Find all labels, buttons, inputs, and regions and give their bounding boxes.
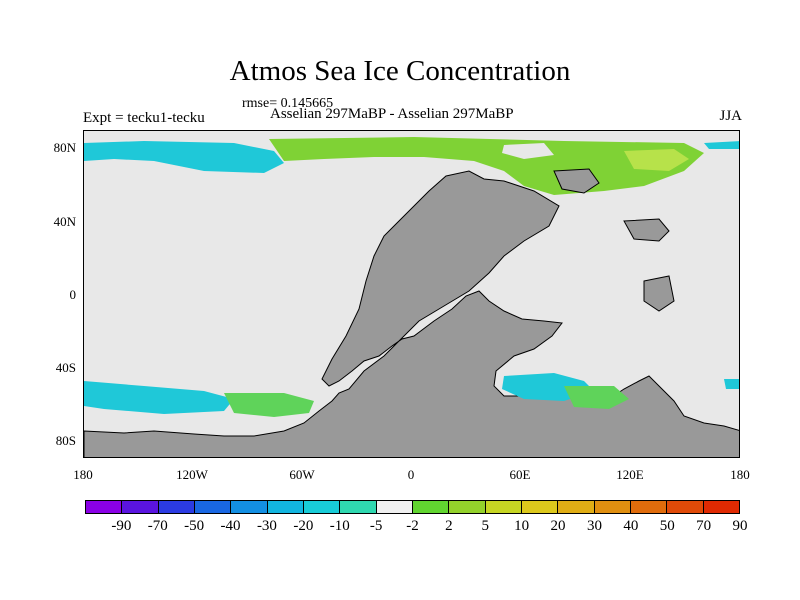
lat-tick-80n: 80N	[53, 140, 76, 155]
colorbar-label: 5	[481, 518, 490, 534]
south-far-east-cyan	[724, 379, 739, 389]
south-cyan-band-west	[84, 381, 234, 414]
colorbar-label: -90	[111, 518, 132, 534]
lon-tick-180w: 180	[73, 467, 93, 482]
lon-tick-120w: 120W	[176, 467, 208, 482]
colorbar-box	[412, 501, 450, 513]
lon-tick-180e: 180	[730, 467, 750, 482]
colorbar-box	[376, 501, 413, 513]
colorbar-box	[667, 501, 704, 513]
subtitle: Asselian 297MaBP - Asselian 297MaBP	[270, 106, 514, 122]
colorbar-box	[158, 501, 195, 513]
colorbar-box	[340, 501, 377, 513]
lat-tick-40s: 40S	[55, 360, 76, 375]
landmass-pangaea	[84, 170, 739, 457]
map-plot-area	[83, 130, 740, 458]
season-label: JJA	[719, 108, 742, 124]
colorbar-box	[630, 501, 668, 513]
lon-tick-60e: 60E	[509, 467, 531, 482]
colorbar-label: 70	[696, 518, 712, 534]
colorbar-box	[485, 501, 522, 513]
colorbar-box	[449, 501, 486, 513]
colorbar-label: -20	[293, 518, 314, 534]
colorbar-label: 10	[514, 518, 530, 534]
arctic-yellow-patch	[624, 149, 689, 171]
colorbar-label: -40	[220, 518, 241, 534]
landmass-east-island-2	[643, 275, 675, 312]
landmass-siberia	[553, 168, 600, 194]
arctic-small-cyan	[704, 141, 739, 149]
colorbar-label: -50	[184, 518, 205, 534]
chart-title: Atmos Sea Ice Concentration	[229, 55, 571, 87]
map-canvas	[84, 137, 739, 457]
lon-tick-60w: 60W	[289, 467, 315, 482]
landmass-east-island	[623, 218, 670, 242]
rmse-label: rmse= 0.145665	[242, 96, 334, 111]
colorbar-box	[303, 501, 341, 513]
colorbar-label: -5	[369, 518, 383, 534]
colorbar-label: 30	[586, 518, 602, 534]
colorbar-label: 2	[445, 518, 453, 534]
lat-tick-40n: 40N	[53, 214, 76, 229]
lon-tick-0: 0	[407, 467, 415, 482]
arctic-clear-patch	[502, 143, 554, 159]
colorbar-label: 40	[623, 518, 639, 534]
colorbar-box	[703, 501, 739, 513]
lon-tick-120e: 120E	[616, 467, 644, 482]
arctic-cyan-patch	[84, 141, 284, 173]
colorbar	[85, 500, 740, 514]
colorbar-box	[267, 501, 304, 513]
colorbar-box	[194, 501, 232, 513]
lat-tick-eq: 0	[69, 287, 77, 302]
colorbar-label: -2	[406, 518, 419, 534]
south-east-green	[564, 386, 629, 409]
south-green-band	[224, 393, 314, 417]
colorbar-label: -10	[329, 518, 350, 534]
colorbar-label: 20	[550, 518, 566, 534]
colorbar-box	[86, 501, 123, 513]
colorbar-box	[122, 501, 159, 513]
colorbar-box	[231, 501, 268, 513]
lat-tick-80s: 80S	[55, 433, 76, 448]
experiment-label: Expt = tecku1-tecku	[83, 110, 205, 126]
colorbar-box	[558, 501, 595, 513]
colorbar-label: -30	[256, 518, 277, 534]
colorbar-label: 50	[659, 518, 675, 534]
colorbar-box	[594, 501, 631, 513]
colorbar-label: 90	[732, 518, 748, 534]
colorbar-label: -70	[147, 518, 168, 534]
colorbar-box	[521, 501, 559, 513]
